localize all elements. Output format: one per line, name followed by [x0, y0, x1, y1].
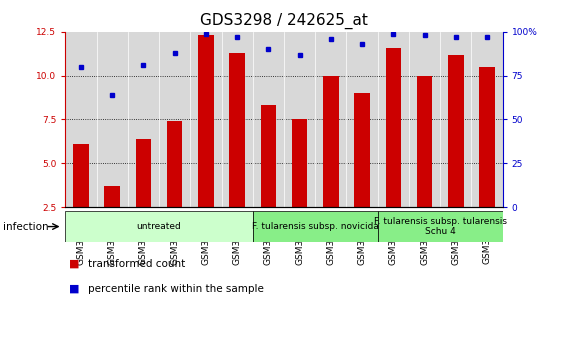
Bar: [315, 32, 346, 207]
Bar: [222, 32, 253, 207]
Bar: [323, 76, 339, 207]
Bar: [167, 121, 182, 207]
Bar: [105, 186, 120, 207]
Bar: [261, 105, 276, 207]
Text: untreated: untreated: [137, 222, 181, 231]
Text: GDS3298 / 242625_at: GDS3298 / 242625_at: [200, 12, 368, 29]
Bar: [73, 144, 89, 207]
Bar: [128, 32, 159, 207]
Bar: [159, 32, 190, 207]
Bar: [346, 32, 378, 207]
Bar: [440, 32, 471, 207]
Text: percentile rank within the sample: percentile rank within the sample: [88, 284, 264, 293]
Bar: [65, 32, 97, 207]
Text: infection: infection: [3, 222, 48, 232]
Bar: [409, 32, 440, 207]
Text: F. tularensis subsp. tularensis
Schu 4: F. tularensis subsp. tularensis Schu 4: [374, 217, 507, 236]
Bar: [65, 211, 253, 242]
Bar: [253, 211, 378, 242]
Bar: [386, 48, 401, 207]
Bar: [229, 53, 245, 207]
Text: transformed count: transformed count: [88, 259, 185, 269]
Bar: [471, 32, 503, 207]
Text: ■: ■: [69, 259, 79, 269]
Text: ■: ■: [69, 284, 79, 293]
Bar: [97, 32, 128, 207]
Bar: [378, 32, 409, 207]
Bar: [198, 35, 214, 207]
Bar: [448, 55, 463, 207]
Bar: [136, 139, 151, 207]
Bar: [354, 93, 370, 207]
Bar: [417, 76, 432, 207]
Bar: [479, 67, 495, 207]
Bar: [292, 120, 307, 207]
Bar: [253, 32, 284, 207]
Text: F. tularensis subsp. novicida: F. tularensis subsp. novicida: [252, 222, 379, 231]
Bar: [378, 211, 503, 242]
Bar: [190, 32, 222, 207]
Bar: [284, 32, 315, 207]
